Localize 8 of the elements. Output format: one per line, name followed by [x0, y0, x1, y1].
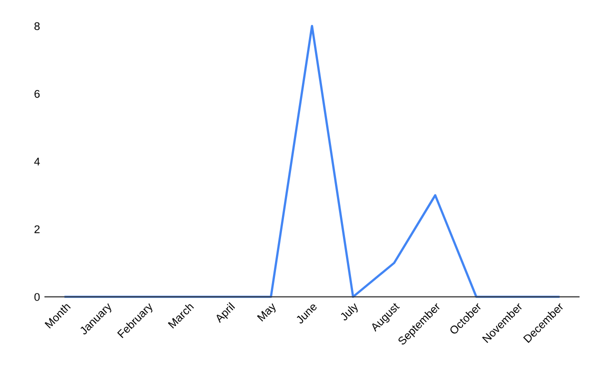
y-tick-label: 6: [34, 90, 40, 98]
x-tick-label: July: [339, 302, 360, 323]
y-tick-label: 2: [34, 225, 40, 234]
y-tick-label: 8: [34, 22, 40, 30]
y-tick-label: 4: [34, 158, 40, 166]
line-series: [64, 24, 560, 298]
x-tick-label: May: [257, 302, 278, 324]
y-tick-label: 0: [34, 293, 40, 301]
